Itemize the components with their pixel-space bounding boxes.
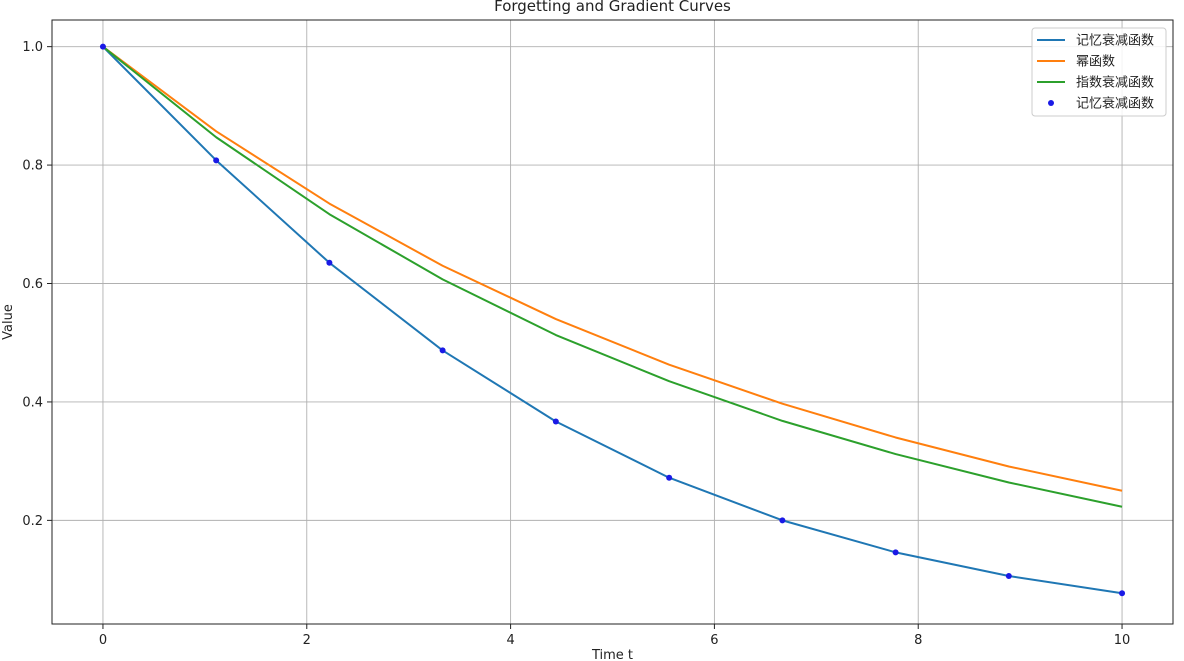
scatter-point — [779, 517, 786, 524]
x-tick-label: 0 — [99, 633, 107, 648]
scatter-point — [213, 157, 220, 164]
series-line-1 — [102, 45, 1123, 492]
scatter-point — [99, 43, 106, 50]
y-tick-label: 0.8 — [22, 159, 43, 174]
y-tick-label: 0.6 — [22, 277, 43, 292]
scatter-point — [552, 418, 559, 425]
plot-frame — [51, 19, 1174, 625]
legend-box — [1031, 27, 1167, 117]
scatter-point — [1119, 590, 1126, 597]
legend-marker-swatch — [1048, 100, 1054, 106]
series-line-0 — [102, 45, 1123, 595]
scatter-point — [666, 474, 673, 481]
scatter-point — [892, 549, 899, 556]
scatter-points — [99, 43, 1126, 597]
scatter-point — [439, 347, 446, 354]
y-axis-label: Value — [1, 304, 16, 340]
series-lines — [102, 45, 1123, 595]
grid — [52, 20, 1173, 624]
x-axis-label: Time t — [591, 648, 633, 661]
y-tick-label: 1.0 — [22, 40, 43, 55]
axis-ticks: 0 2 4 6 8 10 0.2 0.4 0.6 0.8 1.0 — [22, 40, 1130, 648]
x-tick-label: 4 — [506, 633, 514, 648]
x-tick-label: 10 — [1114, 633, 1131, 648]
series-line-2 — [102, 45, 1123, 508]
scatter-point — [1005, 573, 1012, 580]
legend-label: 指数衰减函数 — [1076, 75, 1154, 91]
x-tick-label: 2 — [303, 633, 311, 648]
legend-label: 幂函数 — [1076, 55, 1115, 70]
y-tick-label: 0.4 — [22, 395, 43, 410]
legend-label: 记忆衰减函数 — [1076, 96, 1154, 112]
x-tick-label: 8 — [914, 633, 922, 648]
chart-title: Forgetting and Gradient Curves — [494, 0, 731, 15]
legend-label: 记忆衰减函数 — [1076, 33, 1154, 49]
scatter-point — [326, 259, 333, 266]
x-tick-label: 6 — [710, 633, 718, 648]
y-tick-label: 0.2 — [22, 514, 43, 529]
